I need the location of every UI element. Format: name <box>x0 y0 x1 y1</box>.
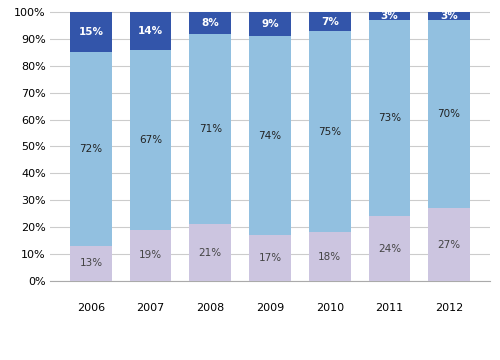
Text: 7%: 7% <box>321 17 338 27</box>
Text: 72%: 72% <box>80 144 102 154</box>
Bar <box>70 53 112 246</box>
Bar <box>428 20 470 208</box>
Text: 9%: 9% <box>261 19 279 29</box>
Bar <box>368 216 410 281</box>
Bar <box>190 33 231 224</box>
Bar <box>130 12 172 50</box>
Text: 73%: 73% <box>378 113 401 123</box>
Bar <box>309 233 350 281</box>
Bar <box>368 12 410 20</box>
Bar <box>309 12 350 31</box>
Bar <box>190 12 231 33</box>
Text: 24%: 24% <box>378 244 401 253</box>
Text: 21%: 21% <box>198 248 222 258</box>
Text: 3%: 3% <box>380 11 398 21</box>
Text: 70%: 70% <box>438 109 460 119</box>
Bar <box>249 12 291 36</box>
Bar <box>249 235 291 281</box>
Bar <box>309 31 350 233</box>
Bar <box>428 208 470 281</box>
Text: 67%: 67% <box>139 135 162 145</box>
Text: 13%: 13% <box>80 258 102 268</box>
Bar <box>428 12 470 20</box>
Bar <box>368 20 410 216</box>
Text: 3%: 3% <box>440 11 458 21</box>
Text: 74%: 74% <box>258 131 281 141</box>
Bar <box>249 36 291 235</box>
Bar <box>130 50 172 230</box>
Text: 19%: 19% <box>139 250 162 260</box>
Text: 71%: 71% <box>198 124 222 134</box>
Bar <box>130 230 172 281</box>
Text: 8%: 8% <box>202 18 219 28</box>
Bar <box>70 12 112 53</box>
Text: 75%: 75% <box>318 127 342 137</box>
Text: 17%: 17% <box>258 253 281 263</box>
Bar <box>70 246 112 281</box>
Text: 18%: 18% <box>318 252 342 262</box>
Text: 27%: 27% <box>438 239 460 249</box>
Text: 14%: 14% <box>138 26 163 36</box>
Text: 15%: 15% <box>78 27 104 37</box>
Bar <box>190 224 231 281</box>
